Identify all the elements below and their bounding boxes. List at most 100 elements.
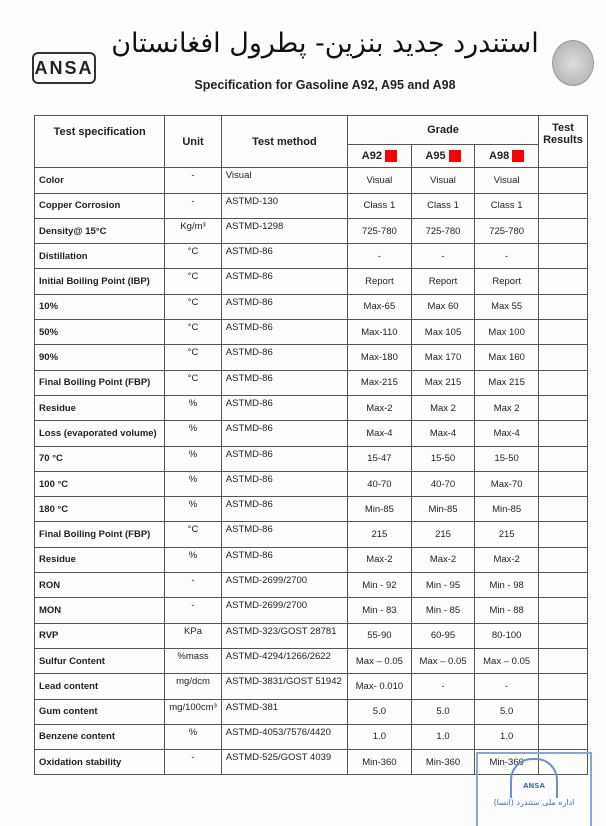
cell-a92: 5.0	[347, 698, 412, 725]
cell-a95: Max 60	[410, 293, 476, 321]
header-unit: Unit	[164, 114, 222, 169]
cell-method: ASTMD-86	[220, 319, 349, 346]
cell-a98: Max 160	[474, 344, 539, 371]
cell-spec: Residue	[33, 394, 166, 422]
cell-result	[537, 622, 589, 649]
cell-a98: Min - 98	[474, 572, 539, 599]
cell-spec: Density@ 15°C	[33, 217, 166, 245]
cell-a92: Min - 92	[347, 572, 412, 599]
cell-a98: Max-4	[474, 420, 539, 447]
cell-a98: 1.0	[474, 723, 539, 751]
cell-a95: 1.0	[410, 723, 476, 751]
cell-result	[537, 243, 589, 270]
red-marker-icon	[512, 150, 525, 163]
cell-spec: Benzene content	[33, 723, 166, 751]
cell-a95: Min-85	[410, 496, 476, 523]
cell-a98: Max 2	[474, 394, 539, 422]
cell-a92: Class 1	[347, 192, 412, 219]
table-row: Density@ 15°C Kg/m³ ASTMD-1298 725-780 725-7…	[33, 217, 589, 245]
cell-method: ASTMD-86	[220, 344, 349, 371]
cell-result	[537, 673, 589, 700]
cell-a92: 725-780	[347, 217, 412, 245]
cell-result	[537, 698, 589, 725]
table-row: Oxidation stability - ASTMD-525/GOST 4039 M…	[33, 749, 589, 776]
cell-result	[537, 546, 589, 574]
table-row: RON - ASTMD-2699/2700 Min - 92 Min - 95 Min -…	[33, 572, 589, 599]
cell-method: ASTMD-86	[220, 445, 349, 472]
cell-a98: -	[474, 673, 539, 700]
cell-a92: Max-2	[347, 394, 412, 422]
cell-result	[537, 319, 589, 346]
cell-unit: °C	[164, 243, 222, 270]
cell-a98: Visual	[474, 167, 539, 194]
cell-spec: Lead content	[33, 673, 166, 700]
cell-unit: °C	[164, 268, 222, 295]
cell-spec: Distillation	[33, 243, 166, 270]
cell-unit: KPa	[164, 622, 222, 649]
cell-method: ASTMD-323/GOST 28781	[220, 622, 349, 649]
cell-spec: Sulfur Content	[33, 647, 166, 675]
table-row: Residue% ASTMD-86 Max-2 Max-2 Max-2	[33, 546, 589, 574]
cell-method: ASTMD-2699/2700	[220, 572, 349, 599]
cell-a92: Max – 0.05	[347, 647, 412, 675]
cell-spec: Loss (evaporated volume)	[33, 420, 166, 447]
cell-a98: Max – 0.05	[474, 647, 539, 675]
cell-result	[537, 470, 589, 498]
cell-result	[537, 420, 589, 447]
cell-a98: 80-100	[474, 622, 539, 649]
cell-a95: Visual	[410, 167, 476, 194]
cell-a92: 15-47	[347, 445, 412, 472]
cell-a95: Max 2	[410, 394, 476, 422]
cell-result	[537, 217, 589, 245]
cell-spec: Final Boiling Point (FBP)	[33, 521, 166, 548]
cell-a98: Max-2	[474, 546, 539, 574]
cell-unit: %	[164, 394, 222, 422]
table-row: Distillation °C ASTMD-86- - -	[33, 243, 589, 270]
stamp-text: اداره ملی ستندرد (انسا)	[493, 798, 575, 807]
cell-unit: %	[164, 420, 222, 447]
cell-a95: Min - 85	[410, 597, 476, 624]
cell-a95: Max – 0.05	[410, 647, 476, 675]
cell-a92: Max-215	[347, 369, 412, 396]
cell-a95: Class 1	[410, 192, 476, 219]
cell-unit: %	[164, 445, 222, 472]
cell-spec: Copper Corrosion	[33, 192, 166, 219]
cell-a98: 215	[474, 521, 539, 548]
cell-spec: 50%	[33, 319, 166, 346]
cell-result	[537, 192, 589, 219]
cell-a92: Max-65	[347, 293, 412, 321]
cell-a92: Max-2	[347, 546, 412, 574]
cell-a95: -	[410, 673, 476, 700]
cell-a98: Max-70	[474, 470, 539, 498]
cell-a92: 40-70	[347, 470, 412, 498]
cell-spec: 90%	[33, 344, 166, 371]
cell-method: ASTMD-4294/1266/2622	[220, 647, 349, 675]
table-row: 70 °C% ASTMD-86 15-47 15-50 15-50	[33, 445, 589, 472]
cell-unit: %	[164, 546, 222, 574]
cell-method: ASTMD-381	[220, 698, 349, 725]
cell-a92: Min-85	[347, 496, 412, 523]
table-row: Benzene content% ASTMD-4053/7576/4420 1.0 1…	[33, 723, 589, 751]
title-english: Specification for Gasoline A92, A95 and …	[194, 78, 456, 92]
header-results: Test Results	[537, 114, 589, 169]
table-row: Lead content mg/dcm ASTMD-3831/GOST 51942 M…	[33, 673, 589, 700]
specification-table: Test specification Unit Test method Grad…	[33, 114, 589, 776]
cell-method: ASTMD-86	[220, 470, 349, 498]
cell-method: ASTMD-86	[220, 394, 349, 422]
cell-method: ASTMD-86	[220, 369, 349, 396]
cell-a95: Min-360	[410, 749, 476, 776]
cell-result	[537, 268, 589, 295]
cell-unit: mg/100cm³	[164, 698, 222, 725]
table-row: Initial Boiling Point (IBP) °C ASTMD-86 Rep…	[33, 268, 589, 295]
table-row: 50% °C ASTMD-86 Max-110 Max 105 Max 100	[33, 319, 589, 346]
cell-spec: 100 °C	[33, 470, 166, 498]
cell-unit: Kg/m³	[164, 217, 222, 245]
header-a98: A98	[474, 143, 539, 169]
cell-a92: Max-110	[347, 319, 412, 346]
cell-spec: Residue	[33, 546, 166, 574]
table-row: MON - ASTMD-2699/2700 Min - 83 Min - 85 Min -…	[33, 597, 589, 624]
ansa-stamp: ANSA اداره ملی ستندرد (انسا)	[476, 752, 592, 826]
emblem-icon	[552, 40, 594, 86]
cell-a92: Max-4	[347, 420, 412, 447]
cell-a92: Visual	[347, 167, 412, 194]
